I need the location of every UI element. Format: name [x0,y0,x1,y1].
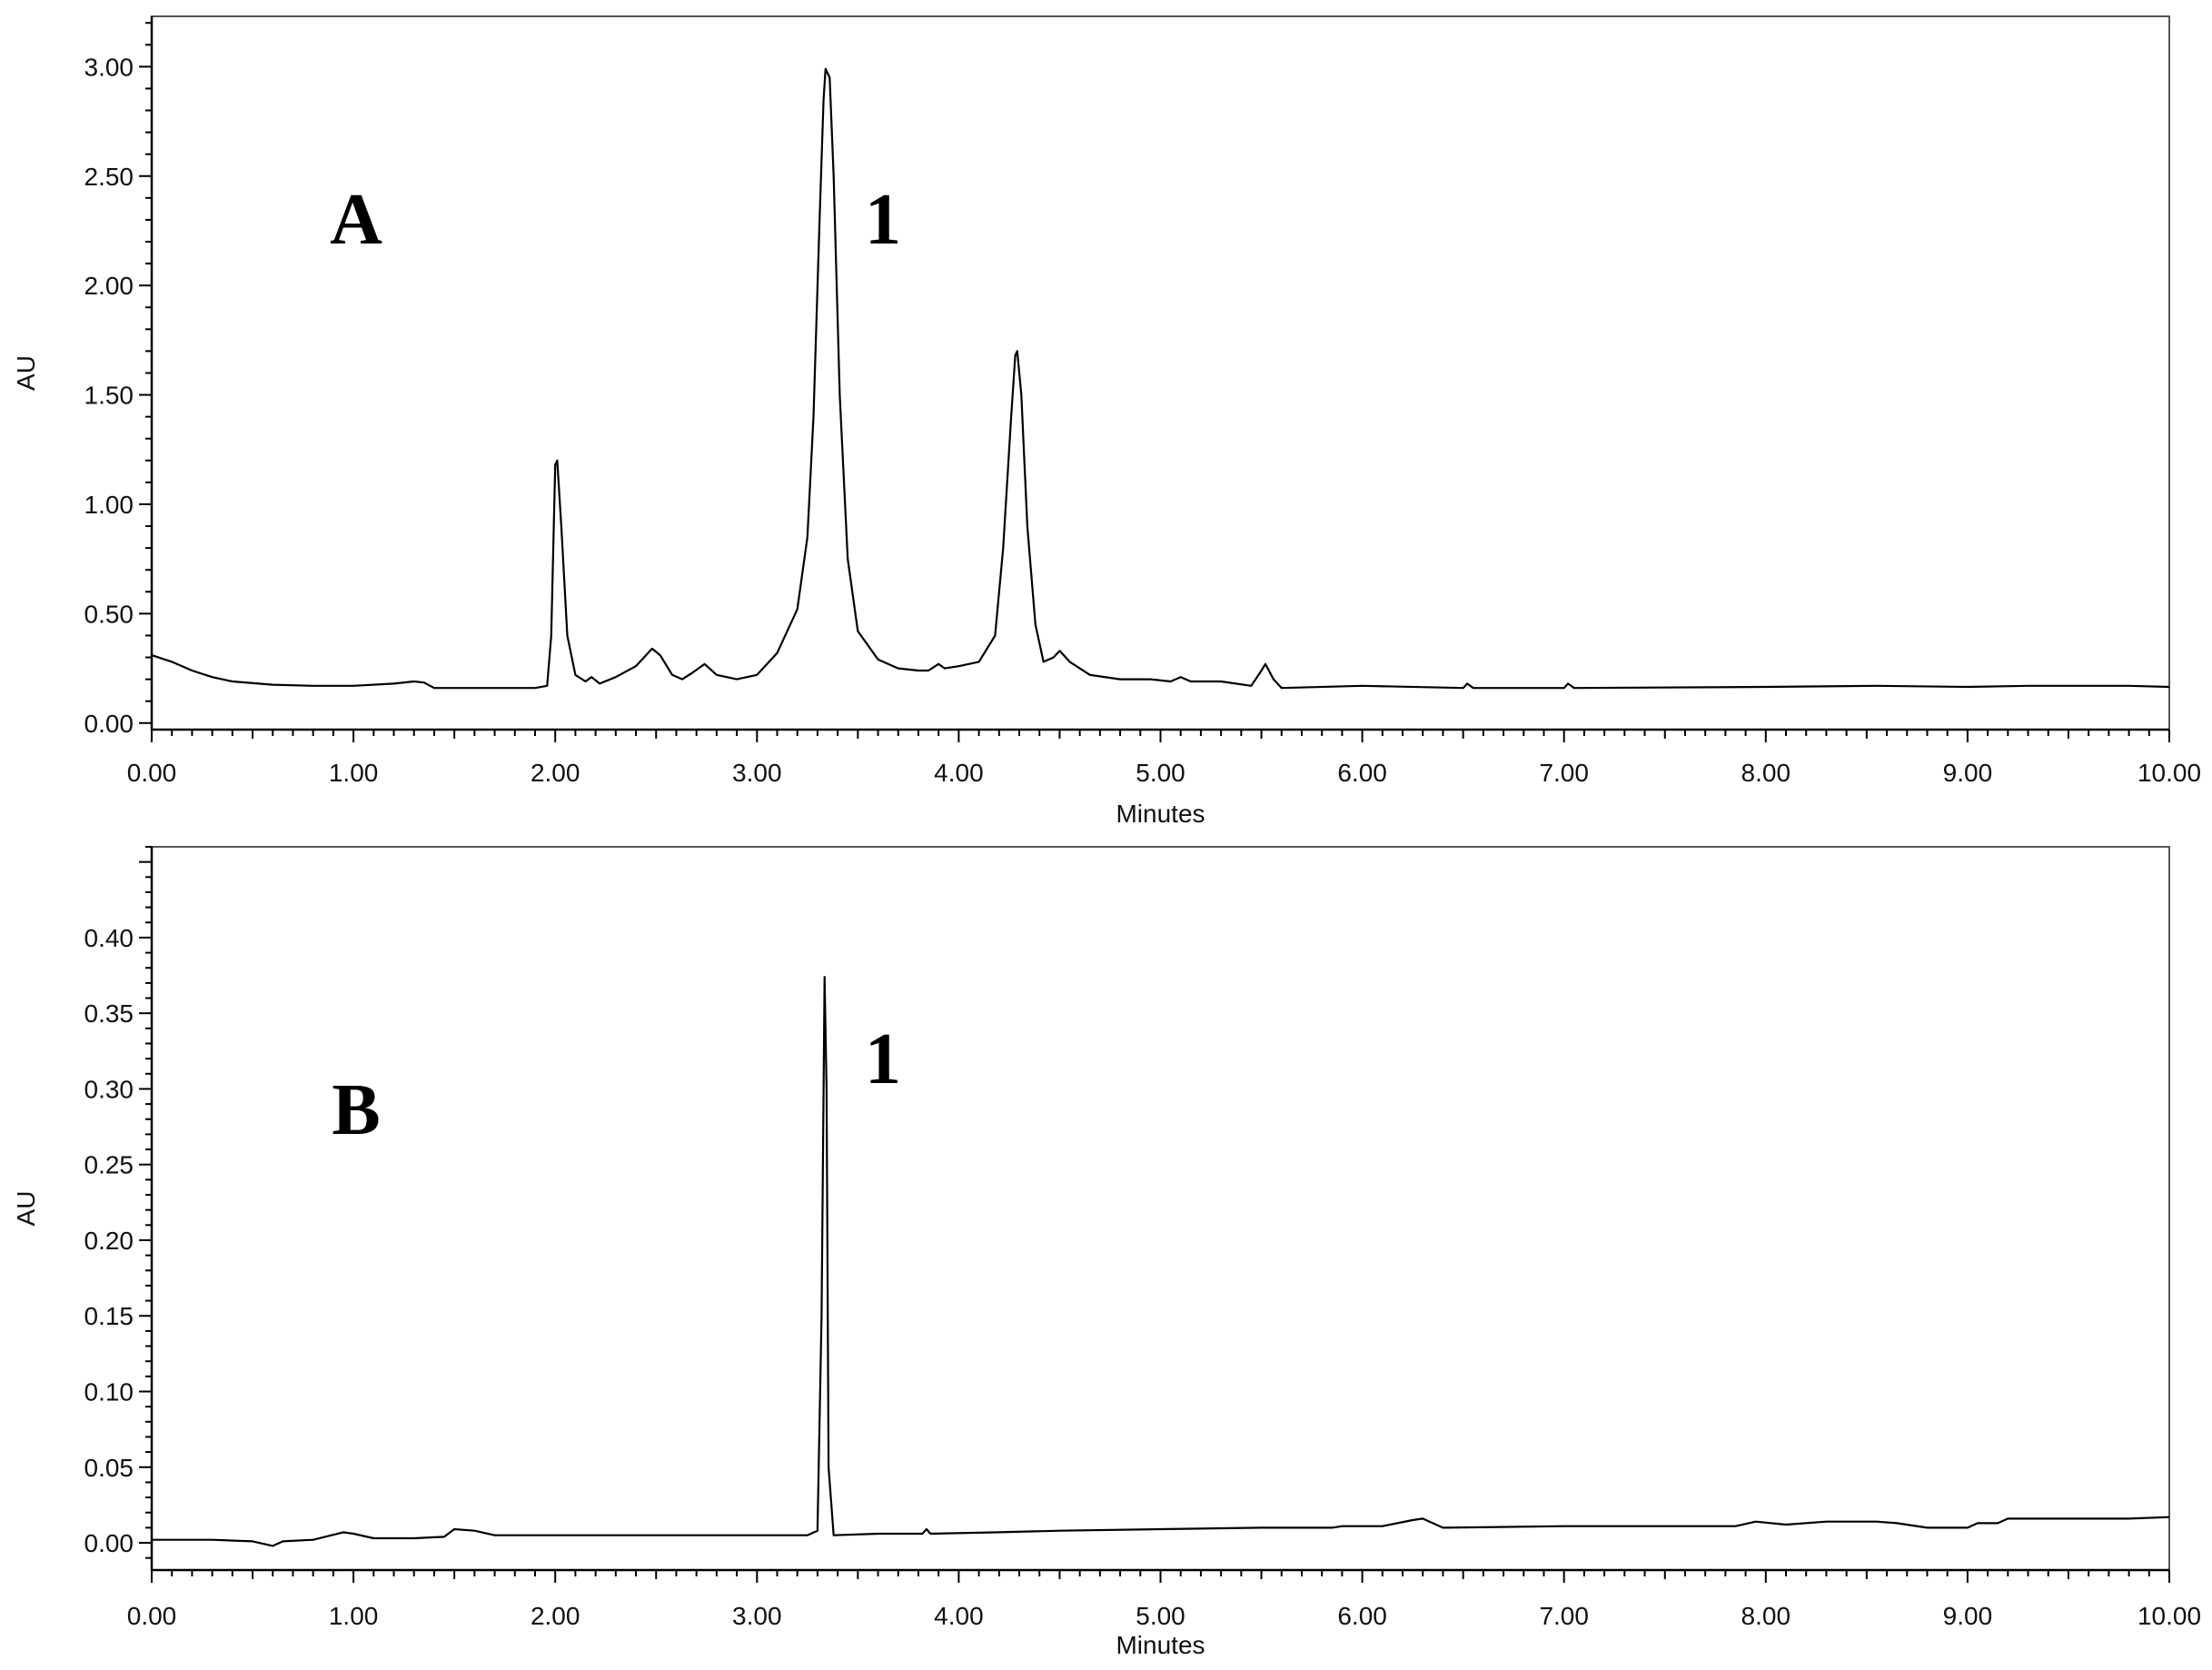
x-tick-label: 6.00 [1337,1602,1387,1630]
x-tick-label: 10.00 [2138,759,2201,787]
y-tick-label: 0.30 [84,1075,134,1103]
y-tick-label: 0.35 [84,999,134,1028]
y-tick-label: 0.05 [84,1454,134,1482]
panel-label: B [332,1070,380,1150]
chromatogram-trace [152,976,2170,1547]
panel-b: 0.00 1.00 2.00 3.00 4.00 5.00 6.00 7.00 8.00 9.00… [12,846,2201,1659]
x-tick-label: 9.00 [1943,759,1993,787]
x-axis-title: Minutes [1116,1631,1205,1659]
y-tick-label: 3.00 [84,53,134,81]
x-tick-label: 6.00 [1337,759,1387,787]
x-tick-label: 3.00 [732,759,782,787]
y-tick-label: 2.00 [84,272,134,300]
plot-frame [151,15,2170,731]
x-tick-label: 0.00 [127,759,177,787]
x-tick-label: 4.00 [934,759,984,787]
x-tick-label: 5.00 [1136,1602,1185,1630]
y-tick-label: 1.50 [84,382,134,410]
x-tick-label: 7.00 [1539,759,1589,787]
x-tick-label: 4.00 [934,1602,984,1630]
y-tick-label: 0.10 [84,1377,134,1406]
y-tick-label: 0.00 [84,710,134,738]
y-tick-label: 0.40 [84,924,134,952]
y-tick-label: 1.00 [84,491,134,519]
chromatogram-trace [151,67,2170,690]
y-axis-title: AU [12,1191,40,1227]
x-tick-label: 7.00 [1539,1602,1589,1630]
y-axis-title: AU [12,355,40,391]
y-tick-label: 0.50 [84,600,134,628]
x-tick-label: 9.00 [1943,1602,1993,1630]
x-tick-label: 1.00 [329,759,379,787]
y-tick-label: 0.25 [84,1151,134,1179]
panel-label: A [330,180,382,260]
peak-label: 1 [865,1019,901,1099]
x-tick-label: 10.00 [2138,1602,2201,1630]
y-tick-label: 0.15 [84,1302,134,1330]
x-tick-label: 2.00 [531,759,580,787]
y-tick-label: 0.20 [84,1227,134,1255]
plot-frame [151,846,2170,1571]
y-tick-label: 0.00 [84,1529,134,1557]
x-tick-label: 3.00 [732,1602,782,1630]
x-axis-title: Minutes [1116,800,1205,828]
peak-label: 1 [865,180,901,260]
x-tick-label: 8.00 [1741,1602,1791,1630]
x-tick-label: 1.00 [329,1602,379,1630]
x-tick-label: 5.00 [1136,759,1185,787]
x-tick-label: 0.00 [127,1602,177,1630]
x-tick-label: 8.00 [1741,759,1791,787]
panel-a: 0.00 1.00 2.00 3.00 4.00 5.00 6.00 7.00 8.00 9.00… [12,15,2201,828]
x-tick-label: 2.00 [531,1602,580,1630]
y-tick-label: 2.50 [84,163,134,191]
